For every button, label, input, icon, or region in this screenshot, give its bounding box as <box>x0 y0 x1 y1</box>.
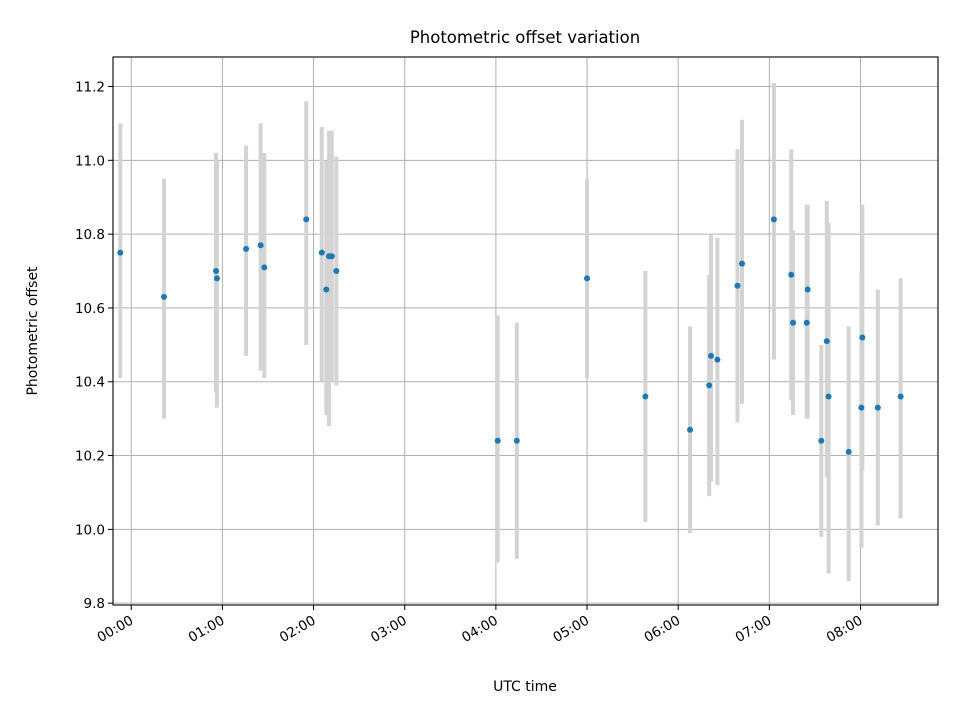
y-tick-label: 10.2 <box>75 449 105 465</box>
data-point <box>261 264 268 271</box>
data-point <box>642 393 649 400</box>
data-points <box>117 216 904 455</box>
data-point <box>708 352 715 359</box>
x-axis-label: UTC time <box>493 679 557 695</box>
data-point <box>117 249 124 256</box>
data-point <box>804 286 811 293</box>
data-point <box>859 334 866 341</box>
data-point <box>897 393 904 400</box>
data-point <box>213 268 220 275</box>
data-point <box>687 426 694 433</box>
data-point <box>770 216 777 223</box>
data-point <box>333 268 340 275</box>
data-point <box>328 253 335 260</box>
data-point <box>823 338 830 345</box>
data-point <box>513 437 520 444</box>
plot-area-frame <box>112 56 939 606</box>
data-point <box>788 271 795 278</box>
y-tick-label: 11.0 <box>75 153 105 169</box>
y-tick-label: 9.8 <box>84 596 105 612</box>
data-point <box>494 437 501 444</box>
data-point <box>706 382 713 389</box>
data-point <box>318 249 325 256</box>
y-tick-label: 10.0 <box>75 522 105 538</box>
data-point <box>734 282 741 289</box>
data-point <box>257 242 264 249</box>
data-point <box>845 448 852 455</box>
data-point <box>303 216 310 223</box>
y-axis-label: Photometric offset <box>25 266 41 396</box>
data-point <box>790 319 797 326</box>
chart-title: Photometric offset variation <box>410 28 640 47</box>
data-point <box>825 393 832 400</box>
data-point <box>243 245 250 252</box>
y-tick-label: 10.4 <box>75 375 105 391</box>
data-point <box>739 260 746 267</box>
y-tick-label: 11.2 <box>75 80 105 96</box>
data-point <box>858 404 865 411</box>
data-point <box>161 293 168 300</box>
y-axis-ticks: 9.8 10.0 10.2 10.4 10.6 10.8 11.0 11.2 <box>75 80 113 612</box>
data-point <box>714 356 721 363</box>
data-point <box>323 286 330 293</box>
data-point <box>874 404 881 411</box>
y-tick-label: 10.6 <box>75 301 105 317</box>
data-point <box>803 319 810 326</box>
y-tick-label: 10.8 <box>75 227 105 243</box>
data-point <box>584 275 591 282</box>
data-point <box>213 275 220 282</box>
data-point <box>818 437 825 444</box>
